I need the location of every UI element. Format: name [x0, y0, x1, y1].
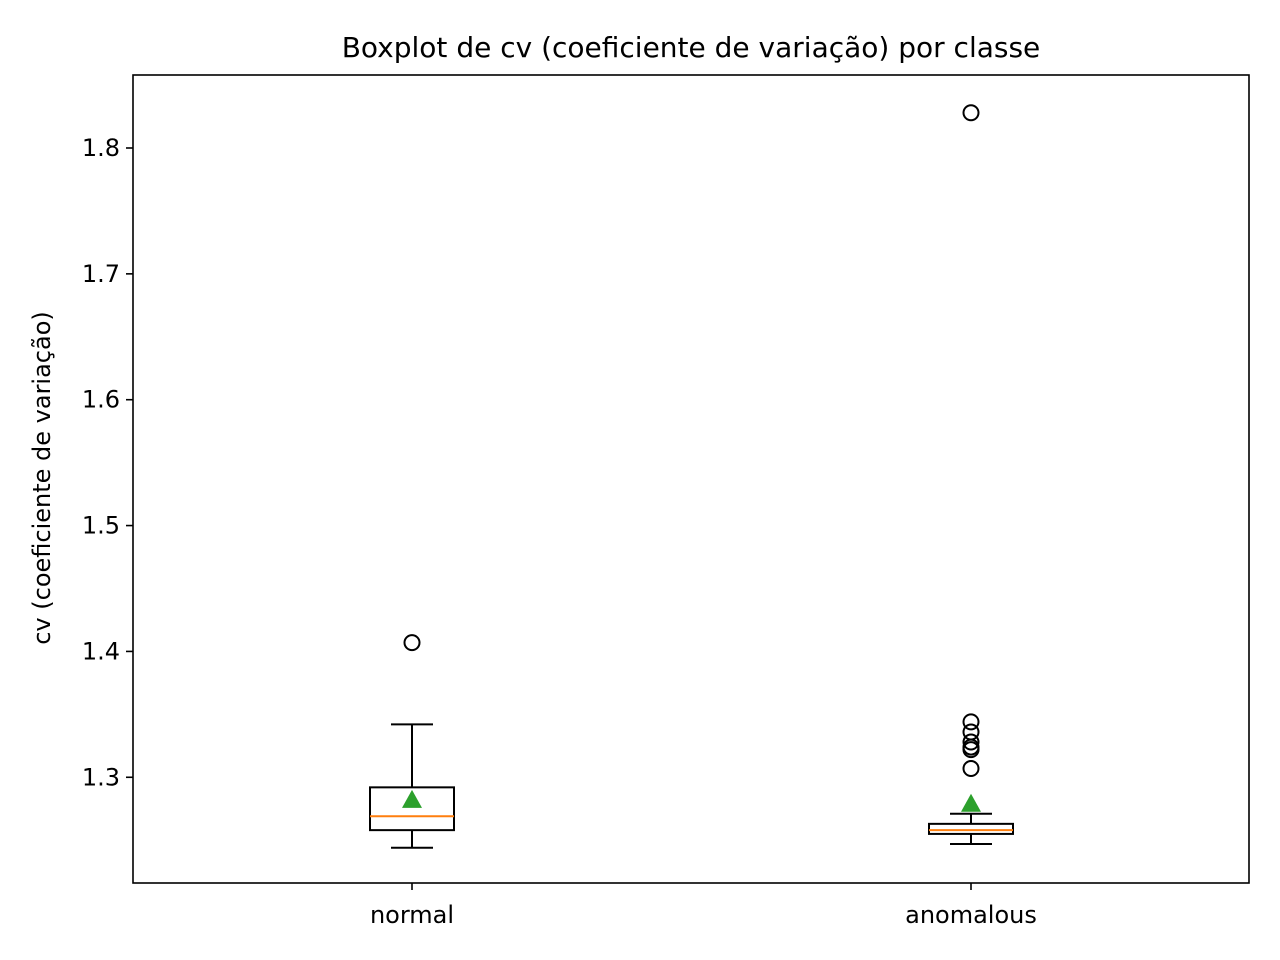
- anomalous-mean-marker: [961, 793, 981, 812]
- anomalous-outlier-point: [962, 741, 980, 759]
- plot-area: 1.3 1.4 1.5 1.6 1.7 1.8 normal anomalous: [82, 104, 1037, 929]
- normal-mean-marker: [402, 789, 422, 808]
- y-tick-label: 1.8: [82, 134, 120, 162]
- normal-box: [369, 786, 455, 832]
- normal-outlier-point: [403, 634, 421, 652]
- axes-frame: [132, 74, 1250, 884]
- y-tick-label: 1.7: [82, 260, 120, 288]
- x-tick-label: normal: [370, 901, 454, 929]
- y-tick-label: 1.3: [82, 763, 120, 791]
- anomalous-outlier-point: [962, 759, 980, 777]
- chart-title: Boxplot de cv (coeficiente de variação) …: [342, 31, 1041, 64]
- anomalous-outlier-point: [962, 713, 980, 731]
- y-tick-label: 1.6: [82, 386, 120, 414]
- anomalous-outlier-point: [962, 733, 980, 751]
- x-tick-label: anomalous: [905, 901, 1037, 929]
- y-axis-label: cv (coeficiente de variação): [28, 311, 56, 645]
- anomalous-box: [928, 822, 1014, 835]
- y-tick-label: 1.4: [82, 637, 120, 665]
- anomalous-outlier-point: [962, 104, 980, 122]
- y-tick-label: 1.5: [82, 512, 120, 540]
